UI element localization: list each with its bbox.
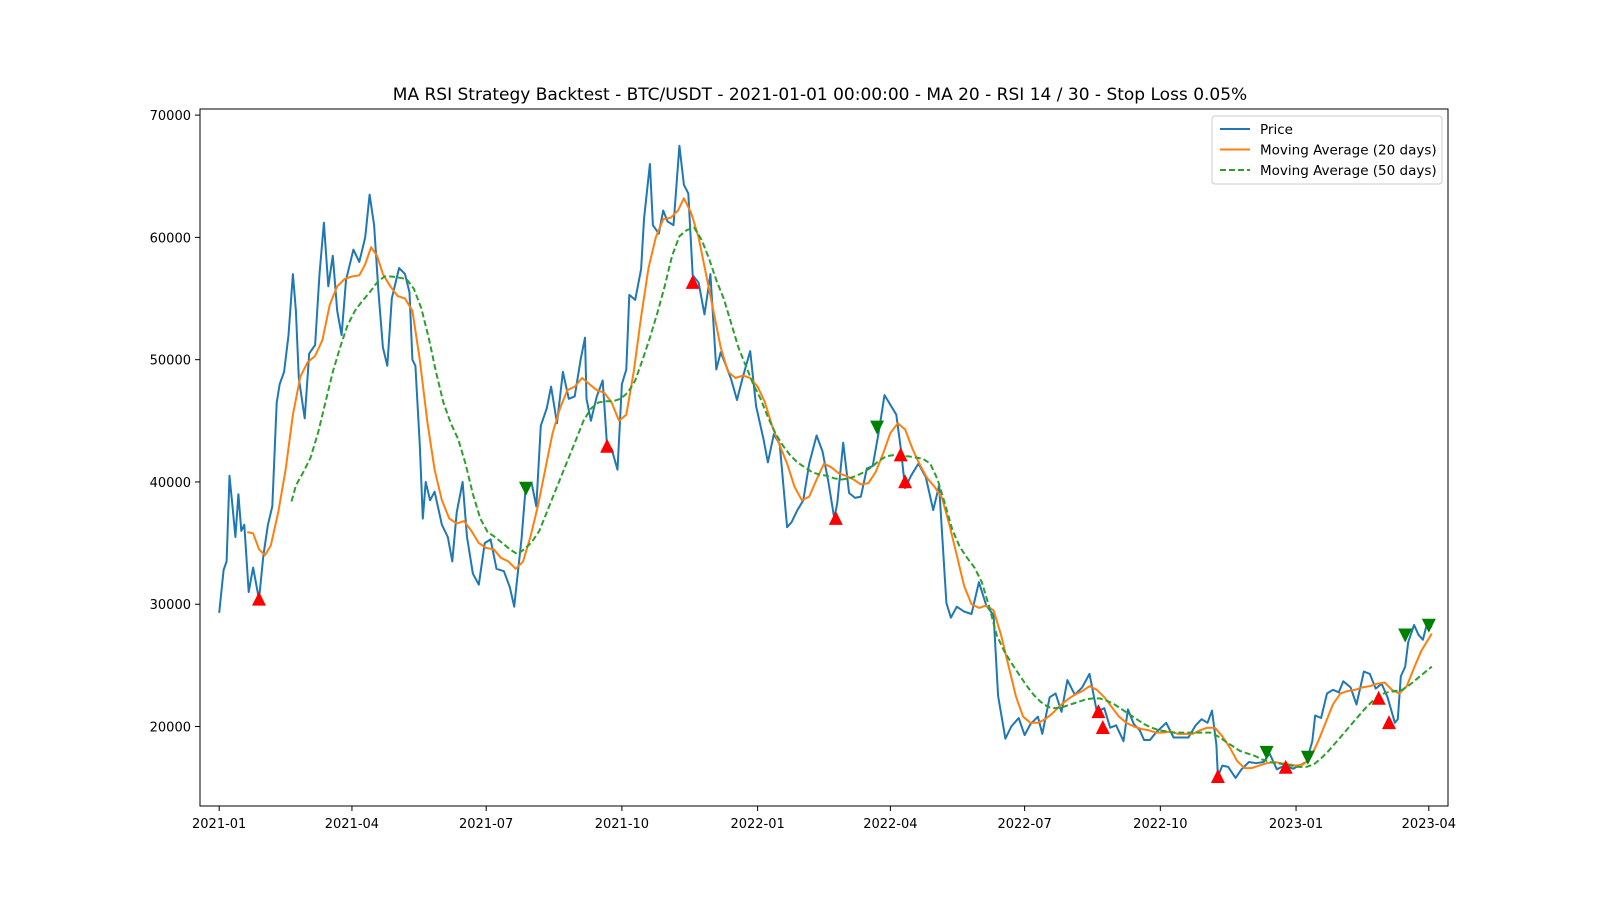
buy-signal-marker: [1382, 715, 1396, 730]
axes-frame: [199, 108, 1449, 807]
legend-label: Price: [1260, 122, 1293, 138]
x-tick-label: 2021-07: [459, 817, 513, 832]
x-tick-label: 2022-10: [1133, 817, 1187, 832]
series-layer: [218, 144, 1433, 779]
buy-signal-marker: [600, 438, 615, 453]
y-tick-label: 70000: [150, 109, 191, 124]
buy-signal-marker: [252, 591, 266, 606]
buy-signal-marker: [1091, 704, 1106, 719]
x-tick-label: 2022-01: [730, 817, 784, 832]
x-tick-label: 2022-07: [997, 817, 1051, 832]
axes-layer: 2021-01 2021-04 2021-07 2021-10 2022-01 2022-…: [150, 108, 1456, 832]
sell-signal-marker: [1259, 745, 1274, 760]
buy-signal-marker: [828, 510, 843, 525]
buy-signal-marker: [898, 474, 913, 489]
sell-signal-marker: [1300, 750, 1315, 765]
legend-label: Moving Average (20 days): [1260, 143, 1437, 159]
buy-signal-marker: [1210, 769, 1225, 783]
legend: Price Moving Average (20 days) Moving Aver…: [1211, 115, 1443, 185]
x-tick-label: 2021-01: [192, 817, 246, 832]
x-tick-label: 2021-04: [325, 817, 379, 832]
x-tick-label: 2023-04: [1402, 817, 1456, 832]
x-tick-label: 2023-01: [1269, 817, 1323, 832]
x-tick-label: 2021-10: [595, 817, 649, 832]
sell-signal-marker: [519, 481, 533, 496]
y-tick-label: 30000: [150, 598, 191, 613]
series-line-3: [290, 226, 1433, 768]
buy-signal-marker: [685, 274, 700, 289]
sell-signal-marker: [1398, 628, 1413, 643]
y-tick-label: 40000: [150, 476, 191, 491]
legend-box: [1211, 115, 1443, 185]
series-line-2: [247, 197, 1433, 770]
buy-signal-marker: [893, 447, 908, 462]
sell-signal-marker: [1421, 618, 1436, 633]
y-tick-label: 20000: [150, 721, 191, 736]
buy-signal-marker: [1095, 720, 1110, 734]
buy-signal-marker: [1371, 690, 1386, 705]
legend-label: Moving Average (50 days): [1260, 163, 1437, 179]
y-tick-label: 50000: [150, 354, 191, 369]
marker-layer: [252, 274, 1436, 783]
chart-title: MA RSI Strategy Backtest - BTC/USDT - 20…: [393, 85, 1247, 105]
x-tick-label: 2022-04: [863, 817, 917, 832]
sell-signal-marker: [870, 420, 885, 435]
series-line-1: [218, 144, 1433, 779]
buy-signal-marker: [1278, 759, 1293, 774]
y-tick-label: 60000: [150, 231, 191, 246]
